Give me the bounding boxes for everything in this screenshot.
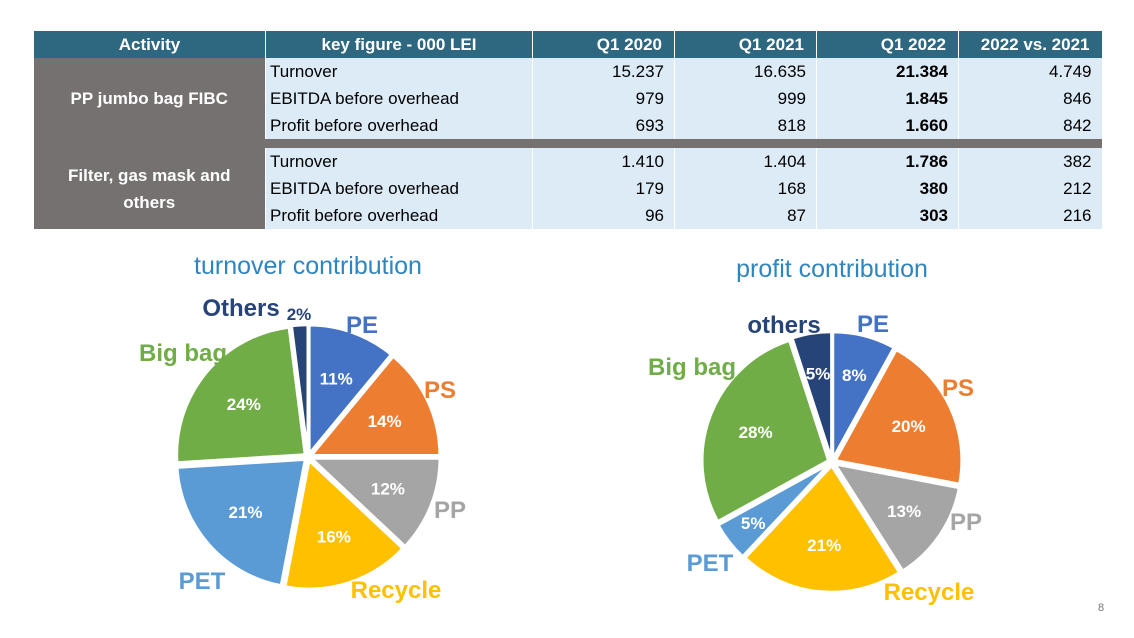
pie-slice-pet xyxy=(716,463,830,559)
pie-charts: turnover contribution 11% PE 14% PS 12% PP 16% R… xyxy=(139,252,982,606)
group-separator xyxy=(33,139,1102,148)
pie-category-label: PET xyxy=(687,550,734,577)
separator-cell xyxy=(33,139,1102,148)
pie-category-label: PE xyxy=(346,312,378,339)
pie-title: turnover contribution xyxy=(194,252,422,280)
value-cell: 179 xyxy=(532,175,675,202)
table-row: PP jumbo bag FIBC Turnover 15.237 16.635… xyxy=(33,58,1102,139)
value-cell: 380 xyxy=(816,175,959,202)
value-cell: 842 xyxy=(958,112,1102,139)
pie-category-label: PP xyxy=(950,509,982,536)
value-cell: 96 xyxy=(532,202,675,229)
pie-value-label: 5% xyxy=(741,514,766,533)
table-row: EBITDA before overhead 979 999 1.845 846 xyxy=(34,85,1102,112)
value-cell: 693 xyxy=(532,112,675,139)
header-key-figure: key figure - 000 LEI xyxy=(265,31,533,58)
pie-value-label: 14% xyxy=(368,412,402,431)
pie-value-label: 11% xyxy=(320,370,353,389)
pie-value-label: 20% xyxy=(892,417,926,436)
value-cell: 16.635 xyxy=(674,58,817,85)
financial-table: Activity key figure - 000 LEI Q1 2020 Q1… xyxy=(33,31,1102,229)
value-cell: 382 xyxy=(958,148,1102,175)
pie-category-label: Recycle xyxy=(351,577,442,604)
pie-slice-others xyxy=(790,330,833,459)
value-cell: 818 xyxy=(674,112,817,139)
value-cell: 87 xyxy=(674,202,817,229)
value-cell: 979 xyxy=(532,85,675,112)
pie-slice-ps xyxy=(833,348,963,486)
pie-category-label: PS xyxy=(424,377,456,404)
pie-value-label: 28% xyxy=(739,423,773,442)
pie-title: profit contribution xyxy=(736,255,928,283)
metric-cell: EBITDA before overhead xyxy=(265,175,533,202)
value-cell: 846 xyxy=(958,85,1102,112)
pie-value-label: 12% xyxy=(371,480,405,499)
pie-slice-pe xyxy=(308,323,393,457)
pie-category-label: Big bag xyxy=(139,340,227,367)
table-row: Profit before overhead 96 87 303 216 xyxy=(34,202,1102,229)
pie-slice-recycle xyxy=(743,463,901,594)
header-q1-2020: Q1 2020 xyxy=(532,31,675,58)
pie-slice-ps xyxy=(308,354,441,457)
pie-slice-pe xyxy=(831,330,896,459)
pie-category-label: others xyxy=(747,312,820,339)
table-header-row: Activity key figure - 000 LEI Q1 2020 Q1… xyxy=(33,31,1102,58)
pie-value-label: 16% xyxy=(317,527,351,546)
pie-value-label: 21% xyxy=(228,503,262,522)
pie-slice-pet xyxy=(175,458,307,587)
pie-slice-big-bag xyxy=(701,339,830,523)
pie-value-label: 13% xyxy=(887,502,921,521)
value-cell: 168 xyxy=(674,175,817,202)
value-cell: 21.384 xyxy=(816,58,959,85)
value-cell: 1.660 xyxy=(816,112,959,139)
pie-slice-pp xyxy=(832,462,961,573)
pie-value-label: 8% xyxy=(842,366,867,385)
turnover-pie-chart: turnover contribution 11% PE 14% PS 12% PP 16% R… xyxy=(139,252,466,604)
value-cell: 4.749 xyxy=(958,58,1102,85)
header-q1-2022: Q1 2022 xyxy=(816,31,959,58)
metric-cell: Profit before overhead xyxy=(265,112,533,139)
table-row: Filter, gas mask and others Turnover 1.4… xyxy=(33,148,1102,229)
header-activity: Activity xyxy=(33,31,266,58)
pie-slice-recycle xyxy=(283,458,405,591)
metric-cell: Turnover xyxy=(265,58,533,85)
pie-category-label: PS xyxy=(942,375,974,402)
group-label-filter: Filter, gas mask and others xyxy=(33,148,266,229)
pie-value-label: 2% xyxy=(287,305,312,324)
value-cell: 15.237 xyxy=(532,58,675,85)
metric-cell: EBITDA before overhead xyxy=(265,85,533,112)
pie-value-label: 5% xyxy=(806,364,831,383)
pie-value-label: 24% xyxy=(227,395,261,414)
value-cell: 999 xyxy=(674,85,817,112)
pie-slice-pp xyxy=(308,457,441,548)
page-number: 8 xyxy=(1098,602,1105,614)
pie-category-label: PET xyxy=(179,568,226,595)
metric-cell: Profit before overhead xyxy=(265,202,533,229)
group-label-fibc: PP jumbo bag FIBC xyxy=(33,58,266,139)
header-2022-vs-2021: 2022 vs. 2021 xyxy=(958,31,1102,58)
pie-category-label: Others xyxy=(202,295,279,322)
pie-slice-others xyxy=(290,323,309,454)
value-cell: 212 xyxy=(958,175,1102,202)
metric-cell: Turnover xyxy=(265,148,533,175)
pie-category-label: Big bag xyxy=(648,354,736,381)
profit-pie-chart: profit contribution 8% PE 20% PS 13% PP 21% Recy… xyxy=(648,255,982,606)
pie-category-label: Recycle xyxy=(884,579,975,606)
table-row: Profit before overhead 693 818 1.660 842 xyxy=(34,112,1102,139)
pie-slice-big-bag xyxy=(175,326,307,464)
header-q1-2021: Q1 2021 xyxy=(674,31,817,58)
value-cell: 1.786 xyxy=(816,148,959,175)
pie-value-label: 21% xyxy=(807,536,841,555)
value-cell: 1.404 xyxy=(674,148,817,175)
value-cell: 1.845 xyxy=(816,85,959,112)
value-cell: 216 xyxy=(958,202,1102,229)
pie-category-label: PP xyxy=(434,497,466,524)
value-cell: 303 xyxy=(816,202,959,229)
pie-category-label: PE xyxy=(857,311,889,338)
value-cell: 1.410 xyxy=(532,148,675,175)
table-row: EBITDA before overhead 179 168 380 212 xyxy=(34,175,1102,202)
